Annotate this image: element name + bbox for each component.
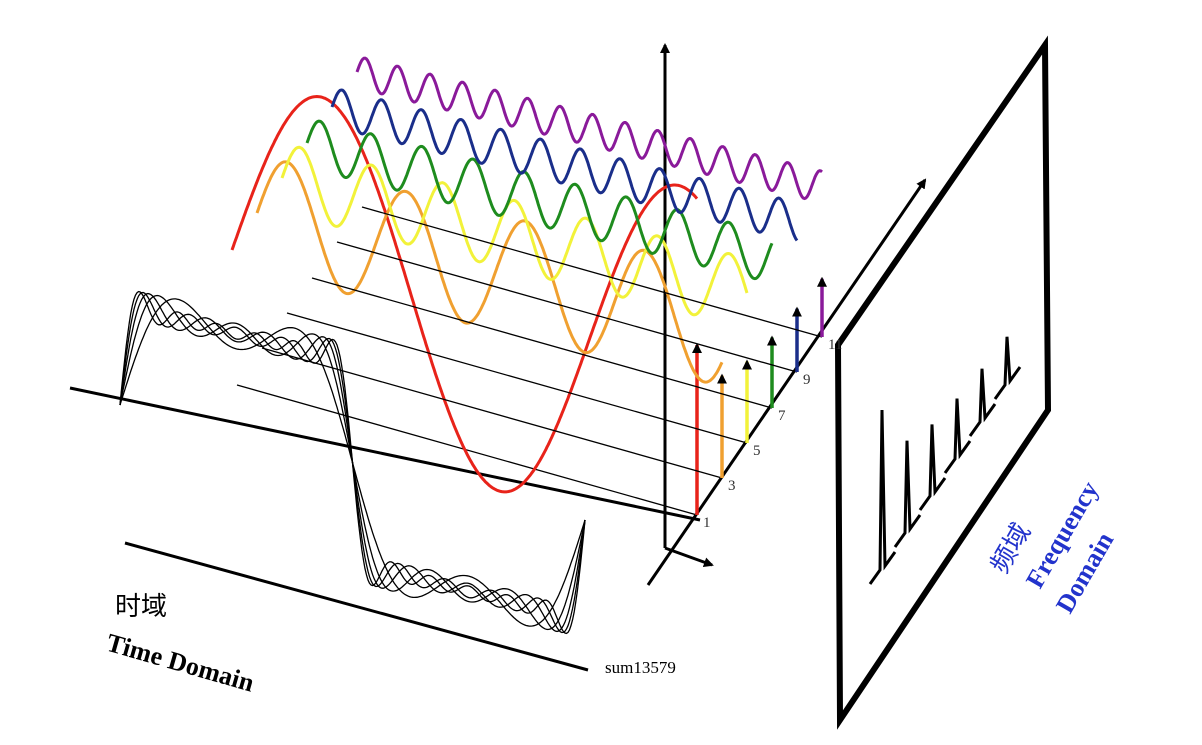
harmonic-label: 3 [728,478,736,494]
harmonic-baseline [286,312,748,444]
harmonic-label: 7 [778,408,786,424]
harmonic-baseline [261,347,723,479]
harmonic-wave [355,56,823,201]
harmonic-baseline [311,277,773,409]
sum-label: sum13579 [605,658,676,677]
spectrum-spike [993,336,1022,400]
harmonic: 1 [230,94,711,531]
time-domain-english: Time Domain [103,628,258,698]
harmonic-wave [280,145,749,317]
time-domain-chinese: 时域 [115,592,167,622]
time-axis [664,546,714,567]
harmonic-baseline [336,241,798,373]
ground-line [69,386,701,522]
harmonic: 5 [280,145,761,459]
frequency-panel [834,35,1052,730]
spectrum-spike [943,398,972,474]
harmonic-label: 5 [753,443,761,459]
partial-sum-trace [119,290,586,635]
harmonic: 7 [305,119,786,424]
harmonic-label: 11 [828,337,842,353]
harmonic-baseline [361,206,823,338]
harmonic-baseline [236,384,698,516]
harmonic-wave [305,119,774,281]
drawing [69,35,1052,730]
harmonic: 11 [355,56,842,353]
spectrum-spike [968,368,997,437]
harmonic-label: 1 [703,515,711,531]
frequency-axis [646,178,927,586]
spectrum-spike [893,440,922,548]
ground-line [124,541,589,672]
spectrum-spike [918,424,947,511]
harmonic: 9 [330,88,811,388]
spectrum-spike [868,409,897,585]
harmonic-wave [230,94,699,494]
harmonic-label: 9 [803,372,811,388]
harmonic-wave [330,88,799,242]
